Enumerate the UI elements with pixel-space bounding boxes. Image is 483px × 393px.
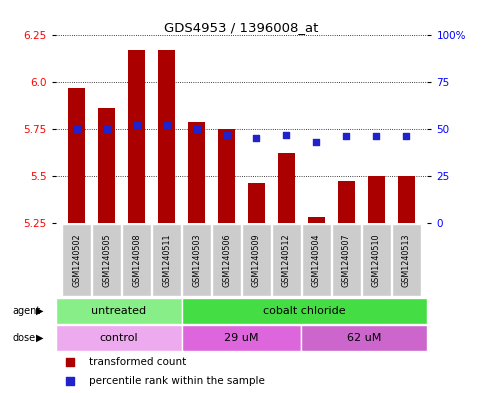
Point [253, 135, 260, 141]
Bar [158, 50, 175, 222]
Text: agent: agent [12, 306, 40, 316]
Text: GSM1240502: GSM1240502 [72, 233, 81, 287]
Text: GSM1240510: GSM1240510 [372, 233, 381, 287]
Text: 29 uM: 29 uM [224, 333, 259, 343]
Text: GSM1240505: GSM1240505 [102, 233, 111, 287]
FancyBboxPatch shape [272, 224, 301, 296]
Point [133, 122, 141, 129]
Bar [398, 176, 415, 222]
Point [372, 133, 380, 140]
Bar [308, 217, 325, 222]
Point [403, 133, 411, 140]
Bar [188, 121, 205, 222]
Text: GSM1240506: GSM1240506 [222, 233, 231, 287]
Text: transformed count: transformed count [89, 357, 186, 367]
FancyBboxPatch shape [392, 224, 421, 296]
Point [313, 139, 320, 145]
Bar [368, 176, 385, 222]
Point [373, 292, 381, 299]
Point [193, 126, 200, 132]
FancyBboxPatch shape [212, 224, 241, 296]
FancyBboxPatch shape [182, 298, 427, 324]
FancyBboxPatch shape [92, 224, 121, 296]
FancyBboxPatch shape [152, 224, 181, 296]
FancyBboxPatch shape [332, 224, 361, 296]
Text: 62 uM: 62 uM [347, 333, 382, 343]
FancyBboxPatch shape [56, 325, 182, 351]
Text: GSM1240513: GSM1240513 [402, 233, 411, 287]
FancyBboxPatch shape [62, 224, 91, 296]
Bar [218, 129, 235, 222]
Point [72, 126, 80, 132]
Point [373, 122, 381, 129]
FancyBboxPatch shape [302, 224, 331, 296]
Text: GSM1240509: GSM1240509 [252, 233, 261, 287]
Text: GSM1240504: GSM1240504 [312, 233, 321, 287]
Point [342, 133, 350, 140]
Text: percentile rank within the sample: percentile rank within the sample [89, 376, 265, 386]
FancyBboxPatch shape [182, 325, 301, 351]
Text: control: control [99, 333, 138, 343]
Text: ▶: ▶ [36, 306, 44, 316]
Text: GSM1240508: GSM1240508 [132, 233, 141, 287]
Text: GSM1240503: GSM1240503 [192, 233, 201, 287]
FancyBboxPatch shape [122, 224, 151, 296]
Bar [338, 182, 355, 222]
Text: ▶: ▶ [36, 333, 44, 343]
FancyBboxPatch shape [301, 325, 427, 351]
Bar [98, 108, 115, 222]
Text: GSM1240512: GSM1240512 [282, 233, 291, 287]
Text: untreated: untreated [91, 306, 146, 316]
Bar [68, 88, 85, 222]
Title: GDS4953 / 1396008_at: GDS4953 / 1396008_at [164, 21, 319, 34]
FancyBboxPatch shape [182, 224, 211, 296]
Point [163, 122, 170, 129]
Text: dose: dose [12, 333, 35, 343]
FancyBboxPatch shape [242, 224, 271, 296]
Text: GSM1240511: GSM1240511 [162, 233, 171, 287]
Bar [128, 50, 145, 222]
Text: cobalt chloride: cobalt chloride [263, 306, 346, 316]
Point [103, 126, 111, 132]
Bar [278, 153, 295, 222]
Bar [248, 183, 265, 222]
Point [223, 132, 230, 138]
Text: GSM1240507: GSM1240507 [342, 233, 351, 287]
FancyBboxPatch shape [362, 224, 391, 296]
FancyBboxPatch shape [56, 298, 182, 324]
Point [283, 132, 290, 138]
